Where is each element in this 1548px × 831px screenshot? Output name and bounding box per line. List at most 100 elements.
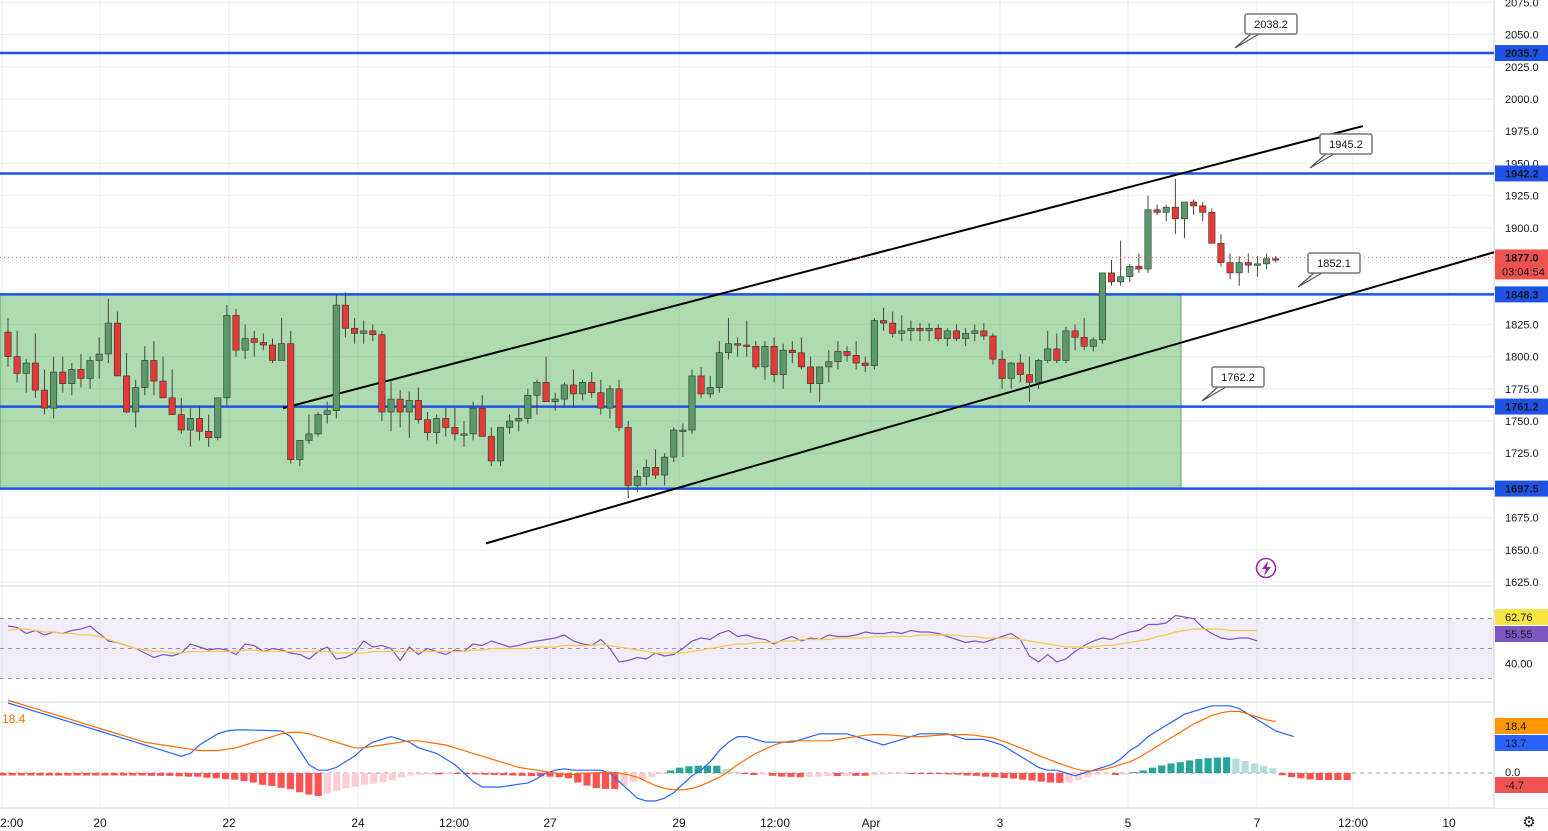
candle-body: [442, 418, 450, 428]
candle-body: [889, 322, 897, 334]
x-tick-label: 22: [222, 816, 236, 830]
candle-body: [797, 352, 805, 368]
candle-body: [515, 418, 523, 422]
macd-histogram-bar: [351, 773, 359, 787]
level-price-tag: 1942.2: [1505, 168, 1539, 180]
macd-histogram-bar: [472, 773, 480, 775]
candle-body: [1108, 272, 1116, 283]
macd-histogram-bar: [249, 773, 257, 783]
macd-histogram-bar: [1195, 759, 1203, 773]
level-price-tag: 2035.7: [1505, 48, 1539, 60]
x-tick-label: 24: [351, 816, 365, 830]
macd-histogram-bar: [1269, 768, 1277, 773]
signal-line: [7, 699, 1276, 791]
macd-histogram-bar: [509, 773, 517, 776]
level-price-tag-bg: [1495, 398, 1548, 415]
macd-histogram-bar: [231, 773, 239, 780]
candle-body: [95, 353, 103, 361]
x-tick-label: 7: [1254, 816, 1261, 830]
macd-histogram-bar: [1176, 762, 1184, 773]
macd-histogram-bar: [611, 773, 619, 789]
candle-body: [305, 433, 313, 441]
candle-body: [998, 358, 1006, 379]
price-callouts: 2038.2 1945.2 1852.1 1762.2: [1201, 13, 1373, 402]
candle-body: [1098, 272, 1106, 341]
time-axis[interactable]: 2:00 20 22 24 12:00 27 29 12:00 Apr 3 5 7 12:00 10: [0, 816, 1456, 830]
x-tick-label: 20: [93, 816, 107, 830]
candle-body: [396, 398, 404, 413]
macd-histogram-bar: [119, 773, 128, 776]
macd-histogram-bar: [1250, 763, 1259, 773]
candle-body: [715, 352, 723, 388]
candle-body: [223, 315, 231, 399]
candle-body: [697, 375, 705, 395]
macd-histogram-bar: [944, 773, 953, 775]
last-price-tag: 1877.0: [1505, 252, 1539, 264]
candle-body: [387, 398, 395, 413]
candle-body: [469, 407, 477, 435]
x-tick-label: 12:00: [760, 816, 790, 830]
callout-label: 1945.2: [1329, 139, 1363, 151]
histogram-value-tag-bg: [1495, 777, 1548, 793]
macd-histogram-bar: [73, 773, 81, 776]
macd-histogram-bar: [972, 773, 980, 776]
macd-histogram-bar: [1223, 757, 1231, 773]
rsi-pane: [0, 614, 1494, 679]
candle-body: [597, 392, 605, 409]
candle-body: [259, 342, 267, 346]
candle-body: [132, 387, 140, 413]
candle-body: [734, 343, 742, 346]
callout-pointer: [1201, 386, 1227, 402]
candle-body: [405, 400, 413, 413]
macd-histogram-bar: [982, 773, 990, 777]
macd-histogram-bar: [55, 773, 63, 776]
candle-body: [414, 400, 422, 421]
candle-body: [1117, 276, 1125, 283]
macd-histogram-bar: [435, 773, 443, 775]
candle-body: [533, 382, 541, 396]
callout-box: [1307, 252, 1361, 274]
candle-body: [4, 331, 12, 357]
macd-histogram-bar: [1213, 757, 1221, 773]
macd-histogram-bar: [1278, 773, 1286, 776]
candle-body: [551, 398, 559, 402]
candle-body: [852, 355, 860, 364]
callout-box: [1244, 13, 1298, 35]
macd-histogram-bar: [462, 773, 471, 775]
candle-body: [1162, 206, 1170, 213]
candle-body: [77, 369, 85, 379]
macd-value-tag: 13.7: [1505, 738, 1526, 750]
candle-body: [560, 384, 568, 400]
y-tick-label: 1750.0: [1505, 416, 1539, 428]
macd-histogram-bar: [499, 773, 508, 776]
macd-histogram-bar: [796, 773, 804, 778]
y-tick-label: 1900.0: [1505, 223, 1539, 235]
macd-histogram-bar: [1065, 773, 1073, 783]
candle-body: [670, 429, 678, 458]
x-tick-label: 27: [543, 816, 557, 830]
level-price-tag-bg: [1495, 45, 1548, 62]
macd-histogram-bar: [657, 773, 665, 774]
macd-histogram-bar: [741, 773, 749, 774]
price-axis[interactable]: 2075.02050.02025.02000.01975.01950.01925…: [1495, 0, 1548, 808]
macd-histogram-bar: [861, 773, 869, 776]
macd-histogram-bar: [583, 773, 591, 786]
macd-histogram-bar: [129, 773, 137, 776]
last-price-tag-bg: [1495, 249, 1548, 280]
macd-histogram-bar: [620, 773, 628, 786]
macd-zero-label: 0.0: [1505, 767, 1520, 779]
gear-icon[interactable]: ⚙: [1522, 813, 1536, 831]
y-tick-label: 1650.0: [1505, 545, 1539, 557]
candle-body: [679, 429, 687, 432]
y-tick-label: 1925.0: [1505, 191, 1539, 203]
event-marker[interactable]: [1255, 557, 1277, 579]
level-price-tag: 1848.3: [1505, 289, 1539, 301]
macd-histogram-bar: [453, 773, 461, 774]
macd-legend-value: 18.4: [2, 712, 26, 726]
macd-histogram-bar: [1325, 773, 1333, 780]
y-tick-label: 2025.0: [1505, 62, 1539, 74]
macd-histogram-bar: [166, 773, 174, 776]
callout-label: 1762.2: [1221, 372, 1255, 384]
macd-histogram-bar: [639, 773, 647, 780]
